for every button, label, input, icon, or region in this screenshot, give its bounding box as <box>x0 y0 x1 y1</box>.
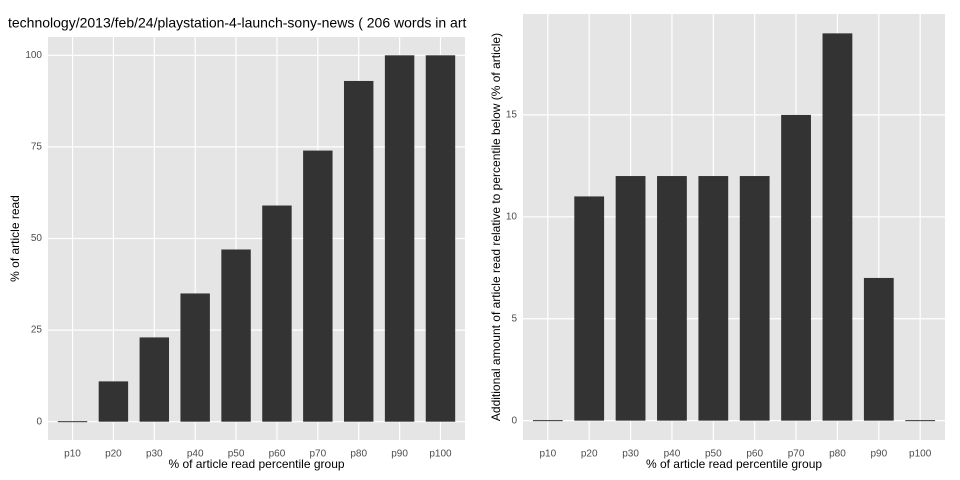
x-tick-label: p40 <box>187 449 204 460</box>
x-tick-label: p90 <box>391 449 408 460</box>
x-axis-title: % of article read percentile group <box>646 457 822 471</box>
bar <box>698 176 729 421</box>
x-tick-label: p30 <box>622 449 639 460</box>
x-tick-label: p90 <box>870 449 887 460</box>
bar <box>425 55 456 422</box>
x-tick-label: p70 <box>788 449 805 460</box>
bar <box>262 205 292 422</box>
bar <box>303 150 333 422</box>
y-axis-title: Additional amount of article read relati… <box>489 33 503 421</box>
bar <box>384 55 415 422</box>
x-tick-label: p80 <box>350 449 367 460</box>
bar <box>139 337 170 422</box>
x-tick-label: p60 <box>269 449 286 460</box>
x-tick-label: p50 <box>705 449 722 460</box>
bar <box>781 114 811 421</box>
bar <box>615 176 646 421</box>
bar <box>657 176 687 421</box>
x-tick-label: p70 <box>309 449 326 460</box>
y-tick-label: 5 <box>511 313 517 324</box>
x-axis-title: % of article read percentile group <box>168 457 344 471</box>
y-tick-label: 100 <box>25 50 42 61</box>
bar <box>343 80 374 422</box>
bar <box>532 420 563 422</box>
bar <box>863 277 894 421</box>
y-tick-label: 25 <box>31 325 43 336</box>
x-tick-label: p10 <box>64 449 81 460</box>
x-tick-label: p40 <box>664 449 681 460</box>
bar <box>180 293 210 422</box>
bar <box>822 33 853 421</box>
y-axis-title: % of article read <box>8 195 22 282</box>
x-tick-label: p20 <box>581 449 598 460</box>
bar <box>574 196 605 421</box>
x-tick-label: p20 <box>105 449 122 460</box>
y-tick-label: 0 <box>36 416 42 427</box>
y-tick-label: 50 <box>31 233 43 244</box>
x-tick-label: p80 <box>829 449 846 460</box>
bar <box>905 420 936 422</box>
chart-title: technology/2013/feb/24/playstation-4-lau… <box>8 15 466 31</box>
y-tick-label: 75 <box>31 142 43 153</box>
bar <box>57 421 88 423</box>
x-tick-label: p100 <box>909 449 932 460</box>
bar <box>739 176 770 421</box>
y-tick-label: 10 <box>506 211 518 222</box>
x-tick-label: p30 <box>146 449 163 460</box>
y-tick-label: 15 <box>506 110 518 121</box>
x-tick-label: p10 <box>539 449 556 460</box>
x-tick-label: p50 <box>228 449 245 460</box>
bar <box>221 249 251 422</box>
bar <box>98 381 129 422</box>
x-tick-label: p60 <box>746 449 763 460</box>
x-tick-label: p100 <box>429 449 452 460</box>
y-tick-label: 0 <box>511 415 517 426</box>
